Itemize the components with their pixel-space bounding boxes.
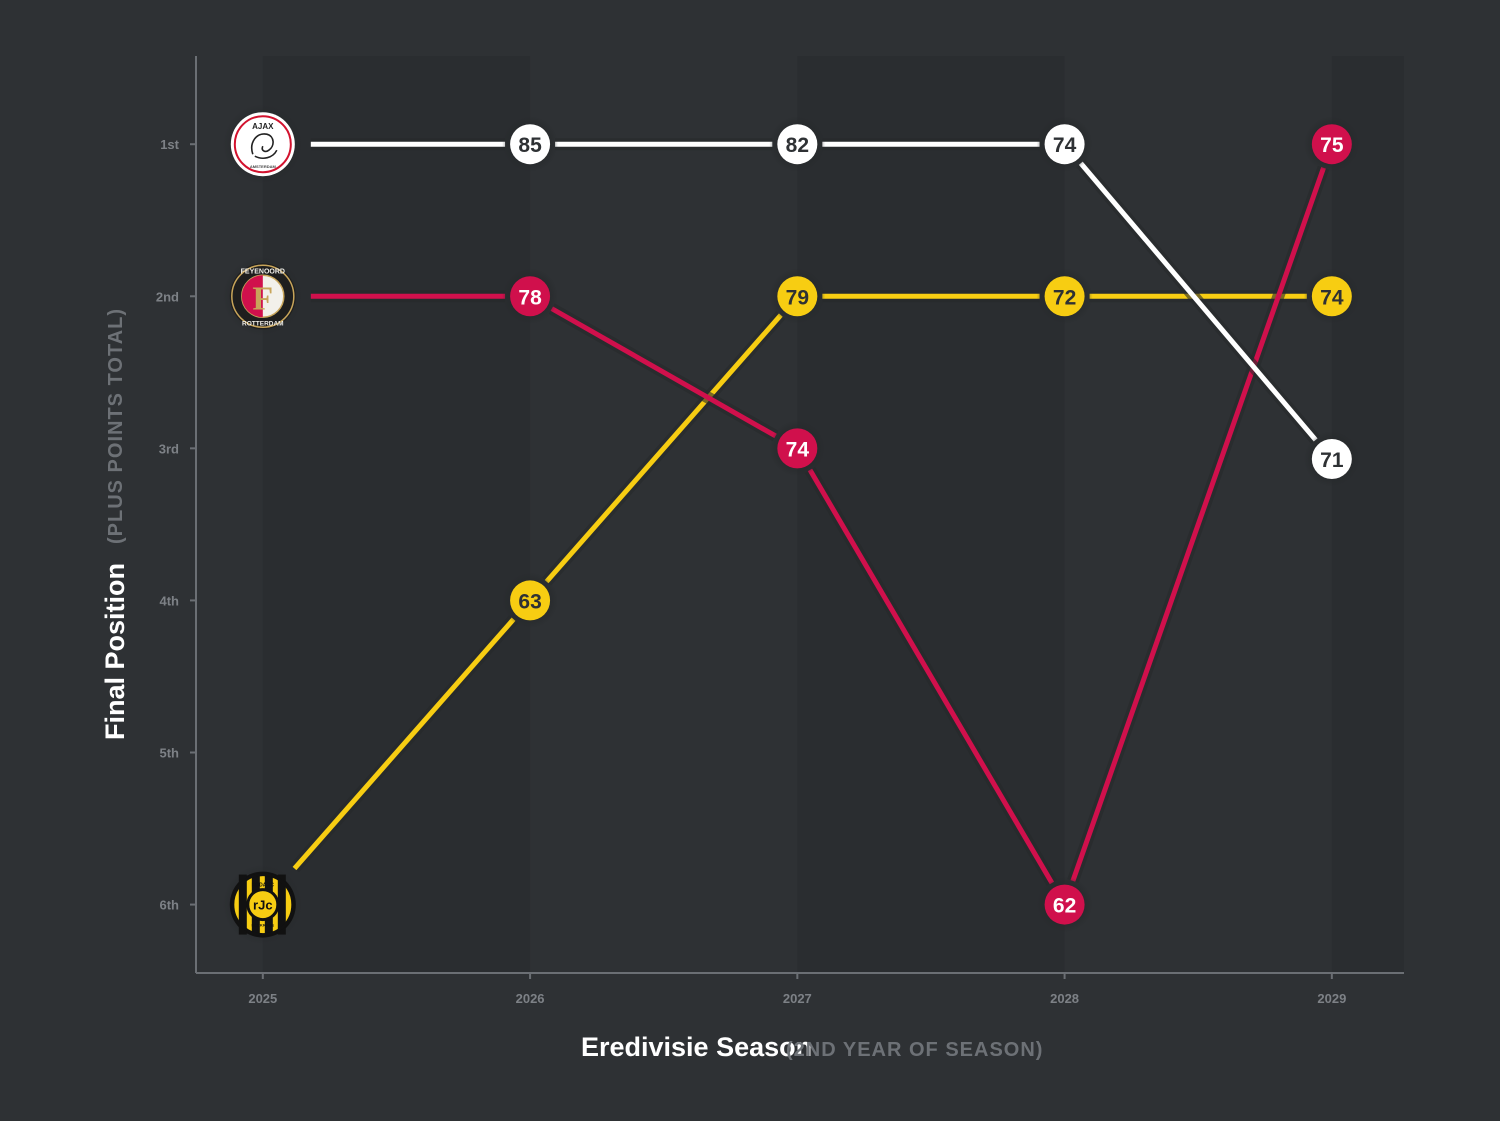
marker-value-label: 71 — [1320, 449, 1344, 472]
roda-crest-bottom-text: KERKRADE — [251, 923, 274, 928]
series-line-segment — [544, 313, 783, 584]
team-logos: AJAX AMSTERDAM F FEYENOORD ROTTERDAM rJc RODA … — [222, 104, 303, 945]
series-line-segment — [292, 617, 516, 871]
y-tick-label: 4th — [160, 593, 180, 608]
series-marker — [1044, 124, 1085, 165]
ajax-crest-ring — [233, 115, 292, 174]
ajax-crest-bottom-text: AMSTERDAM — [250, 164, 277, 169]
ajax-crest-disc — [230, 112, 295, 177]
x-tick-label: 2027 — [783, 991, 812, 1006]
roda-crest-ring — [231, 873, 295, 937]
y-tick-label: 5th — [160, 745, 180, 760]
marker-value-label: 79 — [786, 286, 809, 309]
y-tick-label: 3rd — [159, 441, 179, 456]
series-marker — [510, 580, 551, 621]
series-marker — [1044, 884, 1085, 925]
grid-band — [262, 56, 531, 973]
series-marker — [510, 124, 551, 165]
background-bands — [262, 56, 1404, 973]
series-marker — [777, 428, 818, 469]
roda-monogram: rJc — [253, 898, 273, 913]
series-marker — [510, 276, 551, 317]
ajax-crest-icon: AJAX AMSTERDAM — [222, 104, 303, 185]
y-axis-title-main: Final Position — [100, 563, 130, 740]
marker-value-label: 72 — [1053, 286, 1076, 309]
marker-value-label: 74 — [786, 438, 810, 461]
y-tick-label: 6th — [160, 898, 180, 913]
marker-value-label: 74 — [1320, 286, 1344, 309]
feyenoord-crest-icon: F FEYENOORD ROTTERDAM — [222, 256, 303, 337]
grid-band — [1331, 56, 1404, 973]
feyenoord-monogram: F — [252, 280, 273, 317]
x-tick-label: 2026 — [516, 991, 545, 1006]
series-marker — [1311, 276, 1352, 317]
series-line-segment — [1070, 166, 1326, 882]
series-marker — [1044, 276, 1085, 317]
y-tick-label: 1st — [160, 137, 179, 152]
y-axis-title: Final Position (PLUS POINTS TOTAL) — [100, 308, 130, 740]
series-line-segment — [550, 306, 777, 439]
roda-crest-center — [246, 888, 280, 922]
roda-crest-top-text: RODA JC — [252, 883, 275, 889]
series-marker — [1311, 438, 1352, 479]
x-axis-title: Eredivisie Season (2ND YEAR OF SEASON) — [581, 1032, 1043, 1062]
series-lines — [289, 138, 1330, 887]
roda-crest-stripe — [277, 874, 286, 935]
series-line-segment — [807, 468, 1055, 885]
feyenoord-crest-gold-ring — [231, 264, 295, 329]
y-tick-label: 2nd — [156, 289, 179, 304]
marker-value-label: 82 — [786, 134, 809, 157]
feyenoord-crest-top-text: FEYENOORD — [241, 268, 285, 275]
marker-value-label: 63 — [518, 590, 541, 613]
marker-value-label: 85 — [518, 134, 542, 157]
series-marker — [777, 276, 818, 317]
feyenoord-crest-red-half — [241, 275, 263, 318]
y-axis-title-note: (PLUS POINTS TOTAL) — [105, 308, 127, 544]
marker-value-label: 75 — [1320, 134, 1344, 157]
series-marker — [1311, 124, 1352, 165]
ajax-head-outline — [251, 133, 278, 159]
x-tick-label: 2028 — [1050, 991, 1079, 1006]
series-markers: 63 79 72 74 78 74 62 75 85 82 74 71 — [502, 116, 1360, 933]
feyenoord-crest-bottom-text: ROTTERDAM — [242, 320, 284, 327]
x-axis-title-note: (2ND YEAR OF SEASON) — [786, 1039, 1043, 1061]
axes: 1st 2nd 3rd 4th 5th 6th 2025 2026 2027 2028 2029 — [156, 56, 1404, 1006]
marker-value-label: 62 — [1053, 895, 1076, 918]
series-marker — [777, 124, 818, 165]
series-line-segment — [1078, 161, 1318, 442]
x-tick-label: 2029 — [1317, 991, 1346, 1006]
x-tick-label: 2025 — [248, 991, 277, 1006]
x-axis-title-main: Eredivisie Season — [581, 1032, 812, 1062]
marker-value-label: 78 — [518, 286, 542, 309]
roda-crest-stripe — [238, 874, 247, 935]
roda-jc-crest-icon: rJc RODA JC KERKRADE — [222, 864, 303, 945]
ajax-crest-text: AJAX — [252, 122, 274, 131]
marker-value-label: 74 — [1053, 134, 1077, 157]
